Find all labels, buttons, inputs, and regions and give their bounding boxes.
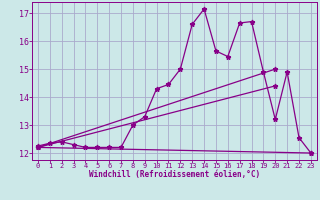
X-axis label: Windchill (Refroidissement éolien,°C): Windchill (Refroidissement éolien,°C) xyxy=(89,170,260,179)
